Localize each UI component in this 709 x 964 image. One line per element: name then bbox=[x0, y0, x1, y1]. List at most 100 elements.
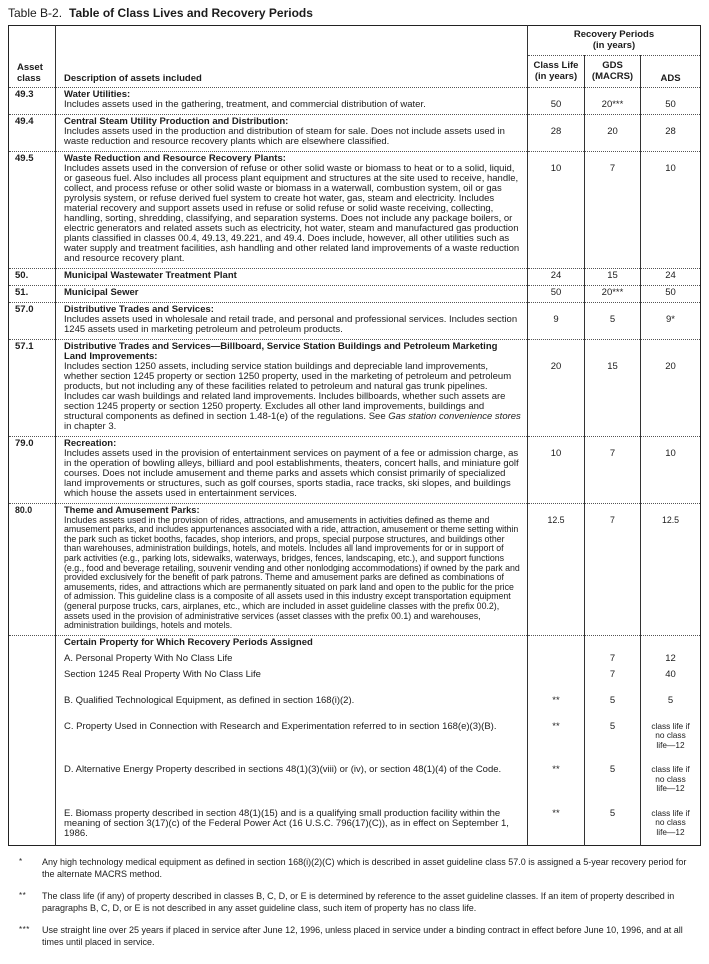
special-item-row: E. Biomass property described in section… bbox=[9, 796, 701, 846]
special-item-row: Section 1245 Real Property With No Class… bbox=[9, 667, 701, 684]
gds-cell: 5 bbox=[584, 683, 641, 710]
class-life-cell: 50 bbox=[527, 87, 585, 115]
asset-row: 57.1 Distributive Trades and Services—Bil… bbox=[8, 339, 701, 437]
ads-cell: class life if no class life—12 bbox=[640, 753, 701, 797]
gds-cell: 5 bbox=[584, 796, 641, 846]
special-item-row: A. Personal Property With No Class Life 7… bbox=[9, 651, 701, 668]
class-life-cell: ** bbox=[527, 753, 585, 797]
table-title-text: Table of Class Lives and Recovery Period… bbox=[69, 6, 313, 20]
class-life-cell: 9 bbox=[527, 302, 585, 340]
gds-cell: 15 bbox=[584, 339, 641, 437]
header-class-life: Class Life (in years) bbox=[527, 55, 585, 88]
header-recovery-periods: Recovery Periods (in years) bbox=[527, 25, 701, 56]
ads-cell: 50 bbox=[640, 285, 701, 303]
ads-cell: 50 bbox=[640, 87, 701, 115]
footnote-text: Any high technology medical equipment as… bbox=[42, 856, 687, 880]
description-cell: D. Alternative Energy Property described… bbox=[55, 753, 528, 797]
class-life-cell: ** bbox=[527, 709, 585, 754]
gds-cell: 20*** bbox=[584, 87, 641, 115]
header-row-top: Asset class Description of assets includ… bbox=[9, 25, 701, 88]
ads-note-line: life—12 bbox=[656, 739, 685, 750]
asset-class-cell bbox=[8, 634, 56, 846]
table-number: Table B-2. bbox=[8, 6, 63, 20]
description-cell: A. Personal Property With No Class Life bbox=[55, 651, 528, 668]
header-row-sub: Class Life (in years) GDS (MACRS) ADS bbox=[9, 55, 701, 88]
class-lives-table: Asset class Description of assets includ… bbox=[8, 25, 701, 846]
header-gds: GDS (MACRS) bbox=[584, 55, 641, 88]
ads-cell: 40 bbox=[640, 667, 701, 684]
ads-cell: 20 bbox=[640, 339, 701, 437]
gds-cell: 7 bbox=[584, 436, 641, 504]
asset-row: 80.0 Theme and Amusement Parks: Includes a… bbox=[8, 503, 701, 636]
ads-cell: 28 bbox=[640, 114, 701, 152]
asset-class-cell: 49.3 bbox=[8, 87, 56, 115]
gds-cell: 7 bbox=[584, 651, 641, 668]
ads-note-line: no class bbox=[655, 817, 686, 828]
description-cell: Distributive Trades and Services—Billboa… bbox=[55, 339, 528, 437]
footnotes: * Any high technology medical equipment a… bbox=[8, 856, 700, 949]
ads-note-line: life—12 bbox=[656, 826, 685, 837]
ads-cell: 5 bbox=[640, 683, 701, 710]
header-gds-line1: GDS bbox=[602, 60, 623, 71]
gds-cell: 7 bbox=[584, 503, 641, 636]
asset-heading: Municipal Wastewater Treatment Plant bbox=[64, 270, 237, 281]
asset-body: Includes section 1250 assets, including … bbox=[64, 362, 521, 432]
header-asset-class: Asset class bbox=[9, 26, 56, 88]
class-life-cell bbox=[527, 634, 585, 652]
footnote: *** Use straight line over 25 years if pl… bbox=[8, 924, 700, 949]
ads-cell: 10 bbox=[640, 151, 701, 269]
body-text: Includes section 1250 assets, including … bbox=[64, 361, 512, 422]
ads-note-line: life—12 bbox=[656, 783, 685, 794]
class-life-cell: 24 bbox=[527, 268, 585, 286]
ads-cell: 12 bbox=[640, 651, 701, 668]
asset-row: 49.3 Water Utilities: Includes assets used… bbox=[8, 87, 701, 115]
footnote: * Any high technology medical equipment a… bbox=[8, 856, 700, 881]
header-class-life-line1: Class Life bbox=[533, 60, 579, 71]
asset-heading: Recreation: bbox=[64, 438, 117, 449]
class-life-cell: ** bbox=[527, 683, 585, 710]
asset-body: Includes assets used in the provision of… bbox=[64, 449, 521, 499]
header-description: Description of assets included bbox=[55, 25, 528, 88]
description-cell: Central Steam Utility Production and Dis… bbox=[55, 114, 528, 152]
footnote-marker: *** bbox=[19, 924, 30, 934]
gds-cell: 5 bbox=[584, 302, 641, 340]
header-gds-line2: (MACRS) bbox=[591, 71, 634, 82]
body-text: Includes assets used in wholesale and re… bbox=[64, 314, 518, 335]
footnote-text: Use straight line over 25 years if place… bbox=[42, 924, 683, 948]
asset-heading: Distributive Trades and Services: bbox=[64, 304, 214, 315]
asset-body: Includes assets used in the conversion o… bbox=[64, 164, 521, 264]
ads-cell bbox=[640, 634, 701, 652]
gds-cell: 20*** bbox=[584, 285, 641, 303]
description-cell: Municipal Sewer bbox=[55, 285, 528, 303]
class-life-cell: 10 bbox=[527, 436, 585, 504]
special-item-row: D. Alternative Energy Property described… bbox=[9, 753, 701, 797]
ads-cell: class life if no class life—12 bbox=[640, 709, 701, 754]
ads-cell: class life if no class life—12 bbox=[640, 796, 701, 846]
class-life-cell bbox=[527, 667, 585, 684]
asset-class-cell: 49.4 bbox=[8, 114, 56, 152]
gds-cell: 15 bbox=[584, 268, 641, 286]
ads-cell: 12.5 bbox=[640, 503, 701, 636]
body-text: Includes assets used in the provision of… bbox=[64, 448, 519, 499]
asset-body: Includes assets used in the production a… bbox=[64, 127, 521, 147]
class-life-cell: ** bbox=[527, 796, 585, 846]
italic-reference: Gas station convenience stores bbox=[388, 411, 521, 422]
description-cell: Distributive Trades and Services: Include… bbox=[55, 302, 528, 340]
asset-heading: Theme and Amusement Parks: bbox=[64, 505, 200, 515]
special-section-heading: Certain Property for Which Recovery Peri… bbox=[64, 636, 313, 648]
body-text: Includes assets used in the conversion o… bbox=[64, 163, 520, 264]
asset-row: 79.0 Recreation: Includes assets used in t… bbox=[8, 436, 701, 504]
asset-row: 57.0 Distributive Trades and Services: Inc… bbox=[8, 302, 701, 340]
description-cell: Waste Reduction and Resource Recovery Pl… bbox=[55, 151, 528, 269]
footnote-marker: ** bbox=[19, 890, 27, 900]
description-cell: Certain Property for Which Recovery Peri… bbox=[55, 634, 528, 652]
asset-class-cell: 79.0 bbox=[8, 436, 56, 504]
class-life-cell: 28 bbox=[527, 114, 585, 152]
asset-row: 49.4 Central Steam Utility Production and… bbox=[8, 114, 701, 152]
header-asset-line1: Asset bbox=[17, 62, 43, 73]
body-text: Includes assets used in the provision of… bbox=[64, 514, 520, 631]
description-cell: B. Qualified Technological Equipment, as… bbox=[55, 683, 528, 710]
header-recovery-line2: (in years) bbox=[592, 40, 636, 51]
page-title: Table B-2. Table of Class Lives and Recov… bbox=[8, 6, 700, 20]
special-section-header-row: Certain Property for Which Recovery Peri… bbox=[8, 634, 701, 846]
